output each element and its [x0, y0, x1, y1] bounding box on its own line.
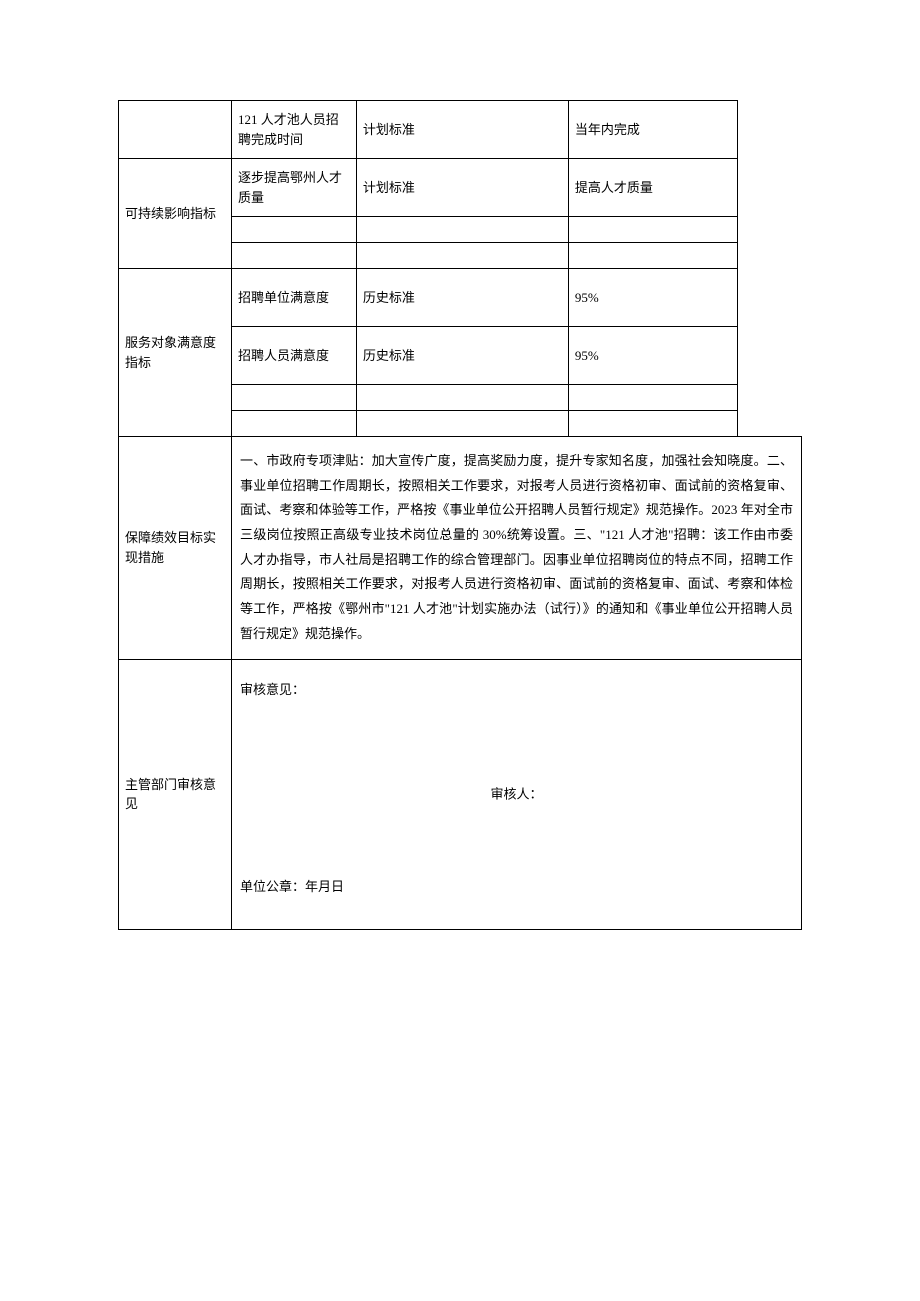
standard-cell: [356, 385, 568, 411]
standard-cell: [356, 411, 568, 437]
value-cell: 95%: [568, 269, 738, 327]
standard-cell: 历史标准: [356, 269, 568, 327]
table-row: 121 人才池人员招聘完成时间 计划标准 当年内完成: [119, 101, 802, 159]
standard-cell: 计划标准: [356, 159, 568, 217]
row-label: 主管部门审核意见: [119, 659, 232, 929]
standard-cell: 历史标准: [356, 327, 568, 385]
table-row: 主管部门审核意见 审核意见： 审核人： 单位公章：年月日: [119, 659, 802, 929]
standard-cell: 计划标准: [356, 101, 568, 159]
value-cell: [568, 243, 738, 269]
indicator-cell: [232, 243, 357, 269]
blank-cell: [738, 327, 802, 385]
indicator-cell: [232, 411, 357, 437]
indicator-cell: 121 人才池人员招聘完成时间: [232, 101, 357, 159]
value-cell: [568, 217, 738, 243]
value-cell: 95%: [568, 327, 738, 385]
blank-cell: [738, 411, 802, 437]
row-label: 可持续影响指标: [119, 159, 232, 269]
indicator-cell: 招聘人员满意度: [232, 327, 357, 385]
row-label: [119, 101, 232, 159]
row-label: 服务对象满意度指标: [119, 269, 232, 437]
indicator-cell: [232, 385, 357, 411]
blank-cell: [738, 269, 802, 327]
value-cell: 提高人才质量: [568, 159, 738, 217]
indicator-cell: [232, 217, 357, 243]
standard-cell: [356, 243, 568, 269]
standard-cell: [356, 217, 568, 243]
performance-table: 121 人才池人员招聘完成时间 计划标准 当年内完成 可持续影响指标 逐步提高鄂…: [118, 100, 802, 930]
approval-reviewer-label: 审核人：: [491, 784, 543, 804]
table-row: 服务对象满意度指标 招聘单位满意度 历史标准 95%: [119, 269, 802, 327]
approval-opinion-label: 审核意见：: [240, 680, 305, 700]
value-cell: [568, 385, 738, 411]
value-cell: [568, 411, 738, 437]
measures-text: 一、市政府专项津贴：加大宣传广度，提高奖励力度，提升专家知名度，加强社会知晓度。…: [232, 437, 802, 660]
blank-cell: [738, 385, 802, 411]
value-cell: 当年内完成: [568, 101, 738, 159]
table-row: 可持续影响指标 逐步提高鄂州人才质量 计划标准 提高人才质量: [119, 159, 802, 217]
indicator-cell: 逐步提高鄂州人才质量: [232, 159, 357, 217]
blank-cell: [738, 159, 802, 217]
indicator-cell: 招聘单位满意度: [232, 269, 357, 327]
blank-cell: [738, 217, 802, 243]
table-row: 保障绩效目标实现措施 一、市政府专项津贴：加大宣传广度，提高奖励力度，提升专家知…: [119, 437, 802, 660]
blank-cell: [738, 101, 802, 159]
approval-cell: 审核意见： 审核人： 单位公章：年月日: [232, 659, 802, 929]
approval-seal-label: 单位公章：年月日: [240, 877, 344, 897]
blank-cell: [738, 243, 802, 269]
row-label: 保障绩效目标实现措施: [119, 437, 232, 660]
